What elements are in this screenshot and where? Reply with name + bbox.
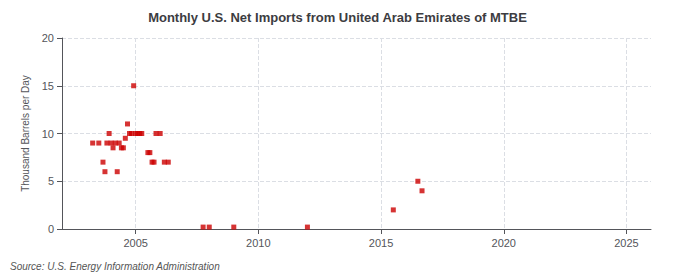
svg-text:5: 5 bbox=[48, 175, 54, 187]
svg-text:2020: 2020 bbox=[492, 237, 516, 249]
svg-text:Thousand Barrels per Day: Thousand Barrels per Day bbox=[20, 75, 31, 192]
svg-text:Source: U.S. Energy Informatio: Source: U.S. Energy Information Administ… bbox=[10, 261, 220, 272]
svg-text:15: 15 bbox=[42, 80, 54, 92]
svg-text:10: 10 bbox=[42, 128, 54, 140]
svg-text:2025: 2025 bbox=[614, 237, 638, 249]
svg-text:20: 20 bbox=[42, 32, 54, 44]
svg-text:0: 0 bbox=[48, 223, 54, 235]
svg-text:Monthly U.S. Net Imports from: Monthly U.S. Net Imports from United Ara… bbox=[148, 10, 527, 25]
svg-text:2005: 2005 bbox=[123, 237, 147, 249]
svg-text:2015: 2015 bbox=[369, 237, 393, 249]
svg-text:2010: 2010 bbox=[246, 237, 270, 249]
